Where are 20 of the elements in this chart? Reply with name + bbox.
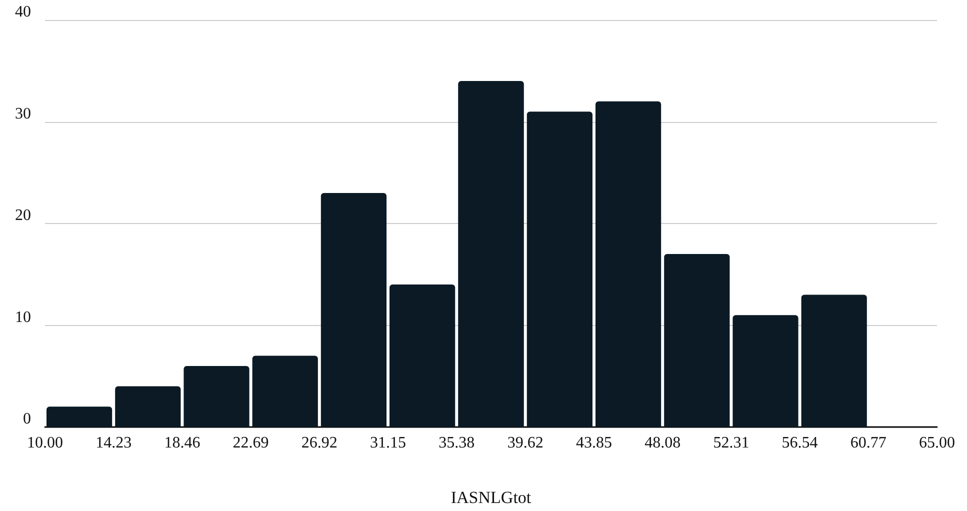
y-tick-label: 30 bbox=[15, 105, 31, 122]
x-tick-label: 31.15 bbox=[370, 434, 406, 452]
x-tick-label: 10.00 bbox=[27, 434, 63, 452]
x-axis-title: IASNLGtot bbox=[450, 488, 532, 507]
x-tick-label: 26.92 bbox=[301, 434, 338, 452]
x-tick-label: 60.77 bbox=[850, 434, 886, 452]
x-tick-label: 39.62 bbox=[507, 434, 544, 452]
x-tick-label: 65.00 bbox=[919, 434, 955, 452]
x-tick-label: 14.23 bbox=[96, 434, 132, 452]
x-tick-label: 18.46 bbox=[164, 434, 200, 452]
x-tick-label: 48.08 bbox=[644, 434, 681, 452]
y-tick-label: 40 bbox=[15, 4, 31, 20]
y-tick-label: 0 bbox=[23, 410, 31, 428]
x-tick-label: 35.38 bbox=[438, 434, 475, 452]
y-tick-label: 10 bbox=[15, 308, 31, 326]
x-tick-label: 56.54 bbox=[782, 434, 818, 452]
x-tick-label: 43.85 bbox=[576, 434, 612, 452]
x-tick-label: 52.31 bbox=[713, 434, 750, 452]
y-tick-label: 20 bbox=[15, 207, 31, 224]
x-tick-label: 22.69 bbox=[232, 434, 269, 452]
